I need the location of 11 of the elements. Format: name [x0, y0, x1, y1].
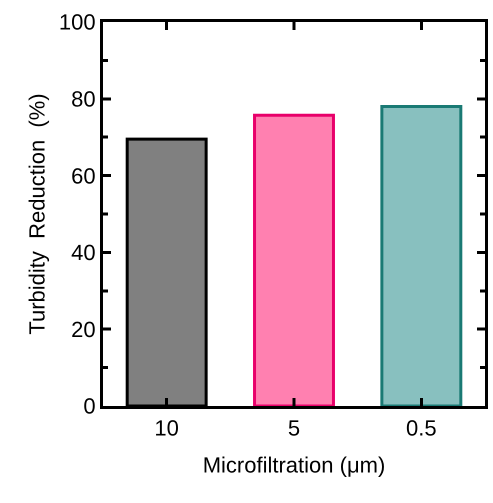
y-tick-label: 0 — [83, 394, 96, 419]
y-tick-label: 20 — [71, 316, 96, 342]
y-tick-label: 40 — [71, 240, 96, 266]
y-tick-label: 80 — [71, 86, 96, 112]
x-tick-label: 5 — [288, 415, 300, 440]
y-axis-title: Turbidity Reduction (%) — [24, 93, 50, 335]
y-tick-label: 100 — [58, 10, 96, 35]
x-tick-label: 0.5 — [406, 415, 437, 440]
x-tick-label: 10 — [154, 415, 179, 440]
y-tick-label: 60 — [71, 163, 96, 188]
x-axis-title: Microfiltration (μm) — [202, 452, 386, 478]
